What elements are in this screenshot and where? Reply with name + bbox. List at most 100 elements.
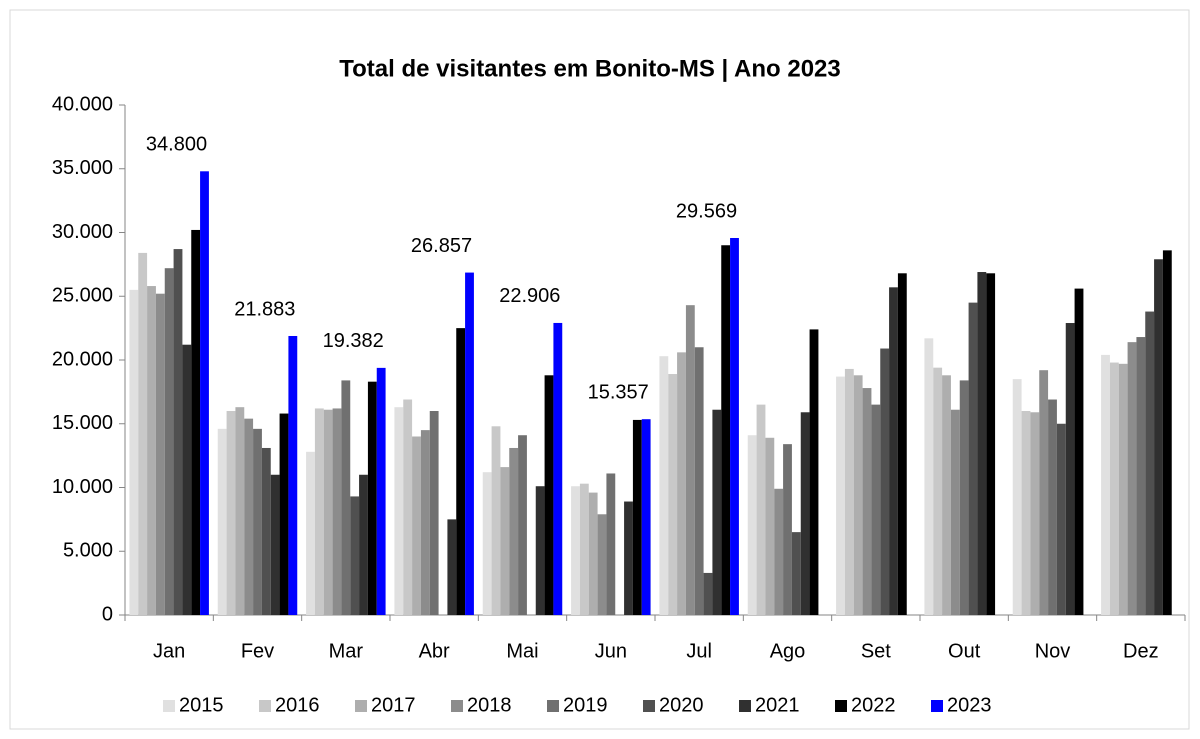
bar [191, 229, 201, 615]
legend-swatch [931, 700, 943, 712]
bar [1056, 423, 1066, 615]
bar [880, 348, 890, 615]
bar [897, 273, 907, 615]
bar [456, 328, 466, 615]
legend-swatch [451, 700, 463, 712]
bar [350, 496, 360, 615]
data-label: 29.569 [676, 200, 737, 222]
data-label: 21.883 [234, 298, 295, 320]
bar [376, 367, 386, 615]
bar [632, 419, 642, 615]
bar [279, 413, 289, 615]
bar [588, 492, 598, 615]
bar [1039, 370, 1049, 615]
bar [836, 376, 845, 615]
bar [164, 268, 174, 615]
x-tick-label: Fev [241, 640, 274, 662]
legend-swatch [355, 700, 367, 712]
bar [659, 356, 669, 615]
y-tick-label: 10.000 [52, 476, 113, 498]
bar [553, 322, 563, 615]
y-tick-label: 15.000 [52, 412, 113, 434]
bar [518, 435, 527, 615]
legend-label: 2016 [275, 694, 320, 716]
bar [182, 344, 192, 615]
bar [685, 305, 695, 615]
legend-swatch [739, 700, 751, 712]
legend-label: 2023 [947, 694, 992, 716]
data-label: 15.357 [588, 381, 649, 403]
legend-label: 2017 [371, 694, 416, 716]
x-tick-label: Set [861, 640, 891, 662]
y-tick-label: 35.000 [52, 157, 113, 179]
bar [226, 411, 236, 615]
bar [394, 407, 404, 615]
data-label: 26.857 [411, 235, 472, 257]
bar [367, 381, 377, 615]
legend-label: 2015 [179, 694, 224, 716]
bar [1074, 288, 1084, 615]
bar [924, 338, 934, 615]
bar [783, 444, 792, 615]
bar [1065, 323, 1075, 615]
bar [429, 411, 439, 615]
bar [412, 436, 421, 615]
bar [677, 352, 686, 615]
x-tick-label: Jun [595, 640, 627, 662]
legend-label: 2021 [755, 694, 800, 716]
bar [332, 408, 342, 615]
bar [791, 532, 801, 615]
bar [253, 428, 262, 615]
x-tick-label: Jul [686, 640, 712, 662]
bar [403, 399, 413, 615]
bar [950, 409, 960, 615]
bar [306, 451, 315, 615]
bar [314, 408, 324, 615]
bar [1109, 362, 1119, 615]
x-tick-label: Jan [153, 640, 185, 662]
bar [1048, 399, 1057, 615]
legend-label: 2018 [467, 694, 512, 716]
bar [977, 272, 987, 615]
bar [747, 435, 757, 615]
bar [606, 473, 616, 615]
bar [200, 171, 209, 616]
bar [968, 302, 978, 615]
bar [862, 388, 872, 615]
bar [800, 412, 810, 615]
bar [1162, 250, 1172, 615]
legend-swatch [643, 700, 655, 712]
y-tick-label: 0 [102, 603, 113, 625]
bar [756, 404, 766, 615]
legend-swatch [259, 700, 271, 712]
y-tick-label: 25.000 [52, 285, 113, 307]
bar [853, 375, 863, 615]
bar [482, 472, 492, 615]
bar [129, 289, 139, 615]
bar [765, 437, 775, 615]
bar [959, 380, 969, 615]
data-label: 22.906 [499, 285, 560, 307]
legend-swatch [835, 700, 847, 712]
bar [933, 367, 943, 615]
legend-label: 2019 [563, 694, 608, 716]
y-tick-label: 5.000 [63, 540, 113, 562]
bar [500, 467, 510, 615]
bar [571, 486, 580, 615]
bar [1012, 379, 1022, 615]
data-label: 34.800 [146, 134, 207, 156]
bar [235, 407, 245, 615]
bar [1136, 337, 1146, 615]
x-tick-label: Ago [770, 640, 806, 662]
legend-swatch [547, 700, 559, 712]
bar [1127, 342, 1137, 615]
bar [1154, 259, 1163, 615]
x-tick-label: Nov [1035, 640, 1071, 662]
y-tick-label: 30.000 [52, 221, 113, 243]
bar [147, 286, 156, 615]
chart-title: Total de visitantes em Bonito-MS | Ano 2… [339, 55, 840, 82]
data-label: 19.382 [323, 330, 384, 352]
bar [703, 572, 713, 615]
bar [721, 245, 731, 615]
